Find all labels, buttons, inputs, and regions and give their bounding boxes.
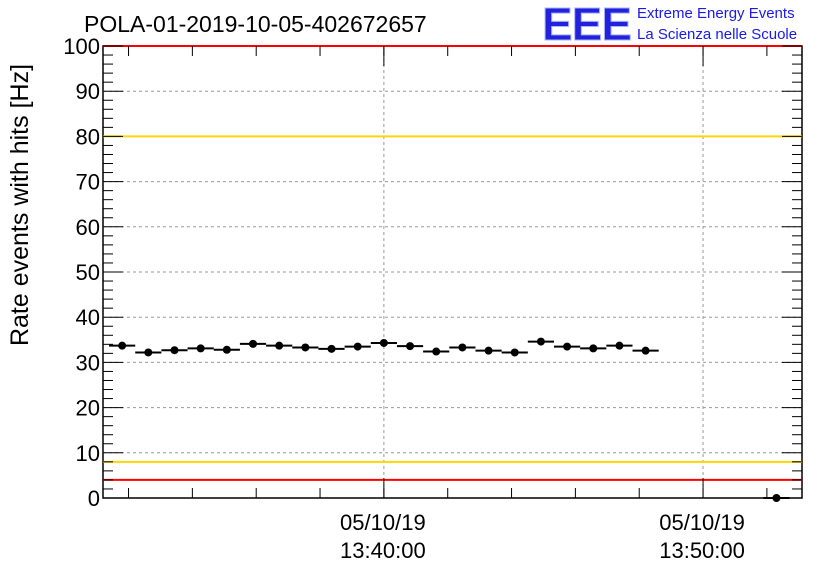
data-point bbox=[406, 342, 415, 351]
data-point bbox=[275, 341, 284, 350]
x-tick-labels: 05/10/19 13:40:00 05/10/19 13:50:00 bbox=[340, 510, 745, 563]
data-point bbox=[563, 342, 572, 351]
y-tick-label: 60 bbox=[76, 215, 100, 240]
data-point bbox=[170, 346, 179, 355]
data-point bbox=[432, 347, 441, 356]
data-point bbox=[379, 338, 388, 347]
reference-lines bbox=[103, 45, 802, 481]
data-point bbox=[301, 343, 310, 352]
y-tick-label: 40 bbox=[76, 305, 100, 330]
data-point bbox=[118, 341, 127, 350]
logo-line-2: La Scienza nelle Scuole bbox=[637, 26, 797, 43]
x-tick-date: 05/10/19 bbox=[659, 510, 745, 535]
x-tick-time: 13:40:00 bbox=[340, 538, 426, 563]
axis-ticks bbox=[103, 45, 802, 499]
y-tick-label: 50 bbox=[76, 260, 100, 285]
y-tick-label: 80 bbox=[76, 124, 100, 149]
data-point bbox=[458, 343, 467, 352]
y-tick-label: 90 bbox=[76, 79, 100, 104]
grid-layer bbox=[103, 46, 802, 498]
eee-logo: EEE Extreme Energy Events La Scienza nel… bbox=[542, 0, 798, 51]
y-tick-label: 30 bbox=[76, 350, 100, 375]
data-point bbox=[222, 345, 231, 354]
y-tick-labels: 0 10 20 30 40 50 60 70 80 90 100 bbox=[63, 34, 100, 511]
data-point bbox=[327, 344, 336, 353]
x-tick-date: 05/10/19 bbox=[340, 510, 426, 535]
chart-title: POLA-01-2019-10-05-402672657 bbox=[84, 11, 427, 37]
y-tick-label: 100 bbox=[63, 34, 100, 59]
data-point bbox=[641, 346, 650, 355]
data-point bbox=[353, 342, 362, 351]
y-tick-label: 10 bbox=[76, 441, 100, 466]
data-point bbox=[536, 337, 545, 346]
y-tick-label: 20 bbox=[76, 396, 100, 421]
data-points bbox=[109, 337, 790, 502]
data-point bbox=[589, 344, 598, 353]
logo-mark: EEE bbox=[542, 0, 631, 50]
y-tick-label: 0 bbox=[88, 486, 100, 511]
y-tick-label: 70 bbox=[76, 170, 100, 195]
data-point bbox=[615, 341, 624, 350]
data-point bbox=[196, 344, 205, 353]
logo-line-1: Extreme Energy Events bbox=[637, 5, 795, 22]
data-point bbox=[249, 339, 258, 348]
data-point bbox=[144, 348, 153, 357]
x-tick-time: 13:50:00 bbox=[659, 538, 745, 563]
data-point bbox=[484, 346, 493, 355]
data-point bbox=[510, 348, 519, 357]
data-point bbox=[772, 494, 781, 502]
y-axis-title: Rate events with hits [Hz] bbox=[6, 64, 34, 346]
